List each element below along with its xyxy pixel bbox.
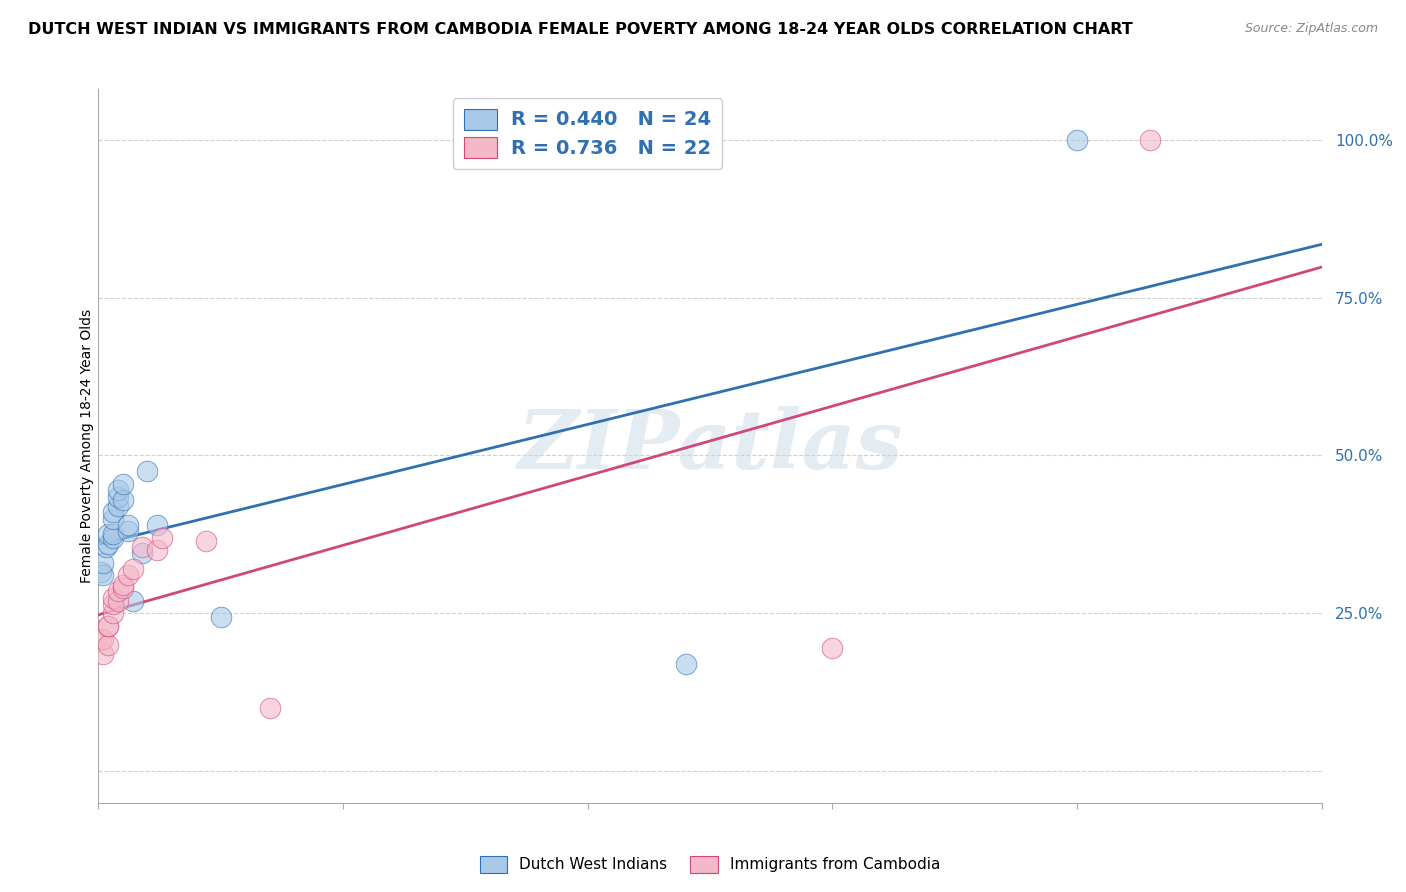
Point [111,492,134,507]
Point [209,609,232,624]
Point [101,607,124,621]
Point [101,531,124,545]
Point [146,517,169,532]
Point [97,619,120,633]
Legend: Dutch West Indians, Immigrants from Cambodia: Dutch West Indians, Immigrants from Camb… [472,848,948,880]
Point [101,527,124,541]
Point [131,546,153,560]
Point [97,619,120,633]
Point [150,531,173,545]
Point [111,578,134,592]
Point [136,464,159,478]
Text: Source: ZipAtlas.com: Source: ZipAtlas.com [1244,22,1378,36]
Point [97,537,120,551]
Point [1066,133,1088,147]
Point [107,593,129,607]
Point [195,533,218,548]
Text: ZIPatlas: ZIPatlas [517,406,903,486]
Point [821,641,844,656]
Point [117,517,139,532]
Point [107,483,129,498]
Point [117,524,139,539]
Point [259,701,281,715]
Point [107,584,129,599]
Point [91,648,114,662]
Point [111,581,134,595]
Point [97,638,120,652]
Point [91,568,114,582]
Point [90,566,112,580]
Point [107,499,129,513]
Point [101,505,124,519]
Point [131,540,153,554]
Point [97,527,120,541]
Point [675,657,697,671]
Point [1139,133,1161,147]
Point [91,632,114,646]
Text: DUTCH WEST INDIAN VS IMMIGRANTS FROM CAMBODIA FEMALE POVERTY AMONG 18-24 YEAR OL: DUTCH WEST INDIAN VS IMMIGRANTS FROM CAM… [28,22,1133,37]
Point [94,540,117,554]
Point [107,490,129,504]
Point [90,632,112,646]
Point [111,476,134,491]
Point [121,562,143,576]
Point [121,593,143,607]
Y-axis label: Female Poverty Among 18-24 Year Olds: Female Poverty Among 18-24 Year Olds [80,309,94,583]
Point [101,511,124,525]
Point [101,591,124,605]
Point [101,597,124,611]
Point [91,556,114,570]
Point [146,543,169,558]
Point [117,568,139,582]
